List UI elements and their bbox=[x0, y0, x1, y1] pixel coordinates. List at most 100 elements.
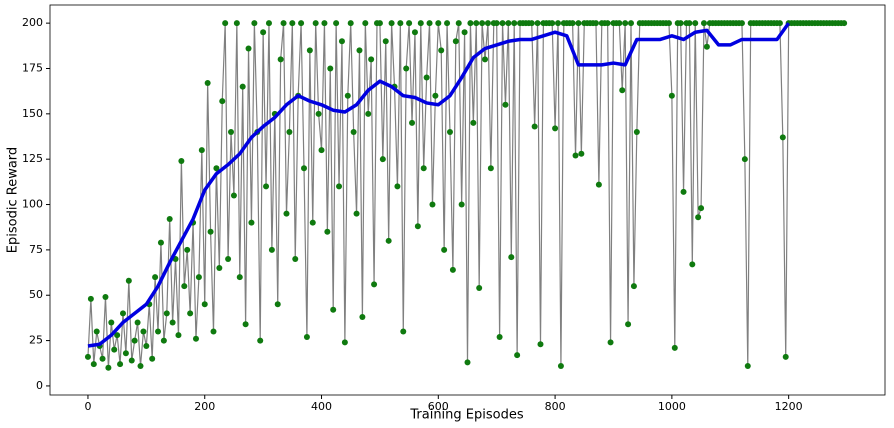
series-point bbox=[426, 20, 433, 27]
series-point bbox=[99, 355, 106, 362]
series-point bbox=[776, 20, 783, 27]
series-point bbox=[265, 20, 272, 27]
series-point bbox=[219, 98, 226, 105]
series-point bbox=[423, 74, 430, 81]
series-point bbox=[140, 328, 147, 335]
series-point bbox=[476, 284, 483, 291]
series-point bbox=[157, 239, 164, 246]
series-point bbox=[181, 283, 188, 290]
series-point bbox=[131, 337, 138, 344]
series-point bbox=[741, 156, 748, 163]
series-point bbox=[458, 201, 465, 208]
series-point bbox=[569, 20, 576, 27]
series-point bbox=[108, 319, 115, 326]
series-point bbox=[350, 128, 357, 135]
series-point bbox=[321, 20, 328, 27]
x-tick-label: 600 bbox=[428, 400, 449, 413]
series-point bbox=[245, 45, 252, 52]
series-point bbox=[198, 147, 205, 154]
series-point bbox=[385, 237, 392, 244]
series-point bbox=[166, 216, 173, 223]
series-point bbox=[499, 20, 506, 27]
series-point bbox=[239, 83, 246, 90]
series-point bbox=[137, 362, 144, 369]
series-point bbox=[292, 255, 299, 262]
series-point bbox=[388, 20, 395, 27]
series-point bbox=[102, 294, 109, 301]
series-point bbox=[93, 328, 100, 335]
series-point bbox=[128, 357, 135, 364]
series-point bbox=[303, 333, 310, 340]
x-axis-label: Training Episodes bbox=[409, 408, 523, 423]
y-tick-label: 75 bbox=[29, 243, 43, 256]
series-point bbox=[382, 38, 389, 45]
series-point bbox=[318, 147, 325, 154]
series-point bbox=[347, 20, 354, 27]
series-point bbox=[225, 255, 232, 262]
series-point bbox=[178, 158, 185, 164]
series-point bbox=[90, 361, 97, 368]
series-point bbox=[356, 47, 363, 54]
series-point bbox=[260, 29, 267, 36]
series-point bbox=[228, 128, 235, 135]
series-point bbox=[575, 20, 582, 27]
series-point bbox=[572, 152, 579, 159]
series-point bbox=[309, 219, 316, 226]
series-point bbox=[409, 119, 416, 126]
series-point bbox=[403, 65, 410, 72]
series-point bbox=[368, 56, 375, 63]
series-point bbox=[122, 350, 129, 357]
series-point bbox=[336, 183, 343, 190]
y-axis-label: Episodic Reward bbox=[6, 147, 21, 253]
series-point bbox=[394, 183, 401, 190]
y-tick-label: 175 bbox=[22, 61, 43, 74]
series-point bbox=[298, 20, 305, 27]
series-point bbox=[779, 134, 786, 141]
series-point bbox=[149, 355, 156, 362]
series-point bbox=[160, 337, 167, 344]
series-point bbox=[616, 20, 623, 27]
series-point bbox=[470, 119, 477, 126]
series-point bbox=[333, 20, 340, 27]
series-point bbox=[353, 210, 360, 217]
series-point bbox=[204, 80, 211, 86]
series-point bbox=[111, 346, 118, 353]
series-point bbox=[213, 165, 220, 172]
series-point bbox=[487, 165, 494, 172]
series-point bbox=[268, 246, 275, 253]
series-point bbox=[274, 301, 281, 308]
series-point bbox=[406, 20, 413, 27]
series-point bbox=[251, 20, 258, 27]
series-point bbox=[379, 156, 386, 163]
series-point bbox=[341, 339, 348, 346]
series-point bbox=[242, 321, 249, 328]
series-point bbox=[446, 128, 453, 135]
series-point bbox=[411, 29, 418, 36]
series-point bbox=[555, 20, 562, 27]
series-point bbox=[134, 319, 141, 326]
series-point bbox=[289, 20, 296, 27]
series-point bbox=[125, 277, 132, 284]
plot-frame bbox=[49, 4, 886, 396]
series-point bbox=[371, 281, 378, 288]
series-point bbox=[484, 20, 491, 27]
series-point bbox=[677, 20, 684, 27]
series-point bbox=[534, 20, 541, 27]
series-point bbox=[557, 362, 564, 369]
series-point bbox=[365, 110, 372, 117]
series-point bbox=[435, 20, 442, 27]
series-point bbox=[444, 20, 451, 27]
series-point bbox=[531, 123, 538, 130]
series-point bbox=[257, 337, 264, 344]
series-point bbox=[155, 328, 162, 335]
series-point bbox=[665, 20, 672, 27]
series-point bbox=[449, 266, 456, 273]
series-point bbox=[119, 310, 126, 317]
x-tick-label: 200 bbox=[194, 400, 215, 413]
series-point bbox=[680, 188, 687, 195]
series-point bbox=[87, 295, 94, 302]
series-point bbox=[738, 20, 745, 27]
series-point bbox=[359, 314, 366, 320]
y-tick-label: 150 bbox=[22, 107, 43, 120]
series-point bbox=[283, 210, 290, 217]
